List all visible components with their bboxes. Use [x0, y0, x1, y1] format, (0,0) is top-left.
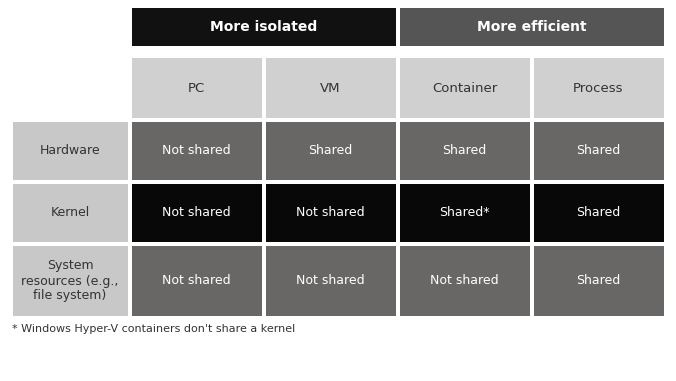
Bar [533, 184, 664, 242]
Text: Shared: Shared [308, 144, 353, 157]
Bar [533, 246, 664, 316]
Bar [266, 122, 395, 180]
Text: More efficient: More efficient [477, 20, 586, 34]
Bar [132, 184, 262, 242]
Text: Shared: Shared [442, 144, 487, 157]
Bar [400, 8, 664, 46]
Bar [132, 58, 262, 118]
Text: Hardware: Hardware [40, 144, 100, 157]
Text: Not shared: Not shared [296, 274, 365, 288]
Bar [533, 58, 664, 118]
Text: Shared*: Shared* [439, 207, 489, 219]
Text: Not shared: Not shared [430, 274, 499, 288]
Text: Shared: Shared [577, 207, 621, 219]
Bar [266, 246, 395, 316]
Text: Shared: Shared [577, 274, 621, 288]
Bar [400, 122, 529, 180]
Bar [400, 58, 529, 118]
Text: * Windows Hyper-V containers don't share a kernel: * Windows Hyper-V containers don't share… [12, 324, 296, 334]
Bar [400, 184, 529, 242]
Bar [132, 246, 262, 316]
Bar [400, 246, 529, 316]
Text: Not shared: Not shared [162, 274, 231, 288]
Text: More isolated: More isolated [210, 20, 317, 34]
Text: VM: VM [320, 82, 341, 94]
Text: System
resources (e.g.,
file system): System resources (e.g., file system) [22, 259, 119, 303]
Bar [533, 122, 664, 180]
Bar [266, 58, 395, 118]
Bar [132, 8, 395, 46]
Bar [12, 246, 128, 316]
Text: Not shared: Not shared [162, 207, 231, 219]
Text: Not shared: Not shared [296, 207, 365, 219]
Bar [132, 122, 262, 180]
Text: PC: PC [188, 82, 205, 94]
Bar [266, 184, 395, 242]
Text: Kernel: Kernel [51, 207, 90, 219]
Bar [12, 184, 128, 242]
Text: Not shared: Not shared [162, 144, 231, 157]
Text: Container: Container [432, 82, 497, 94]
Text: Process: Process [573, 82, 624, 94]
Text: Shared: Shared [577, 144, 621, 157]
Bar [12, 122, 128, 180]
